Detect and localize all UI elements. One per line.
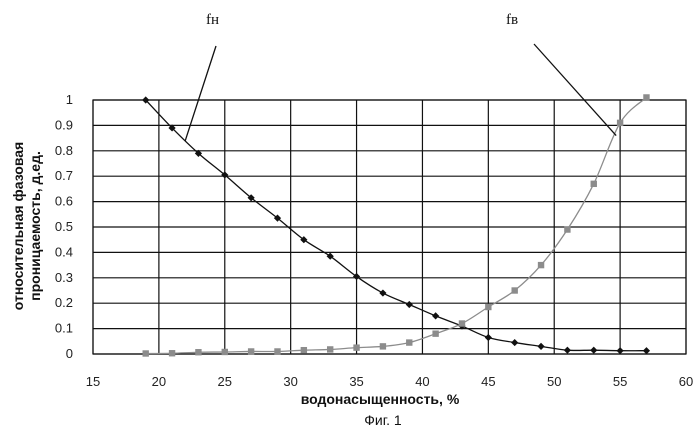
x-tick-label: 60 bbox=[679, 374, 693, 389]
y-tick-label: 0 bbox=[66, 346, 73, 361]
y-tick-label: 0.3 bbox=[55, 270, 73, 285]
data-point-square bbox=[248, 348, 254, 354]
data-point-diamond bbox=[406, 301, 413, 308]
y-axis-title-line2: проницаемость, д.ед. bbox=[27, 151, 43, 301]
data-point-diamond bbox=[485, 334, 492, 341]
data-point-square bbox=[406, 339, 412, 345]
curves bbox=[146, 97, 647, 353]
series-label-fn: fн bbox=[206, 12, 219, 28]
data-point-diamond bbox=[511, 339, 518, 346]
data-point-square bbox=[564, 226, 570, 232]
data-point-square bbox=[432, 330, 438, 336]
data-point-diamond bbox=[643, 347, 650, 354]
x-tick-label: 40 bbox=[415, 374, 429, 389]
figure-caption: Фиг. 1 bbox=[364, 412, 402, 428]
data-point-square bbox=[459, 320, 465, 326]
x-axis-title: водонасыщенность, % bbox=[301, 391, 460, 407]
series-line-1 bbox=[146, 97, 647, 353]
series-line-0 bbox=[146, 100, 647, 351]
data-point-square bbox=[353, 344, 359, 350]
y-tick-label: 0.7 bbox=[55, 168, 73, 183]
y-tick-label: 0.4 bbox=[55, 244, 73, 259]
data-point-square bbox=[511, 287, 517, 293]
y-tick-label: 0.2 bbox=[55, 295, 73, 310]
data-point-square bbox=[617, 120, 623, 126]
y-tick-label: 0.1 bbox=[55, 321, 73, 336]
series-label-fv: fв bbox=[506, 12, 518, 28]
y-tick-label: 0.9 bbox=[55, 117, 73, 132]
y-axis-title-line1: относительная фазовая bbox=[10, 142, 26, 310]
data-point-square bbox=[143, 350, 149, 356]
data-point-square bbox=[195, 349, 201, 355]
data-point-diamond bbox=[590, 347, 597, 354]
data-point-square bbox=[643, 94, 649, 100]
data-point-diamond bbox=[617, 347, 624, 354]
y-tick-label: 0.8 bbox=[55, 143, 73, 158]
x-tick-label: 15 bbox=[86, 374, 100, 389]
data-point-diamond bbox=[564, 347, 571, 354]
y-axis-title: относительная фазовая проницаемость, д.е… bbox=[10, 142, 43, 310]
data-point-square bbox=[274, 348, 280, 354]
y-tick-label: 1 bbox=[66, 92, 73, 107]
x-tick-label: 55 bbox=[613, 374, 627, 389]
x-tick-label: 20 bbox=[152, 374, 166, 389]
data-point-diamond bbox=[537, 343, 544, 350]
x-tick-label: 35 bbox=[349, 374, 363, 389]
data-point-square bbox=[301, 347, 307, 353]
x-tick-label: 25 bbox=[218, 374, 232, 389]
series-label-leader-fn bbox=[185, 46, 216, 141]
y-tick-label: 0.6 bbox=[55, 194, 73, 209]
data-point-diamond bbox=[379, 289, 386, 296]
x-tick-label: 45 bbox=[481, 374, 495, 389]
markers bbox=[142, 94, 650, 356]
data-point-square bbox=[591, 181, 597, 187]
tick-labels: 15 20 25 30 35 40 45 50 55 60 0 0.1 0.2 0.3 0.4 0.5 0.6 0… bbox=[55, 92, 693, 389]
data-point-square bbox=[222, 349, 228, 355]
data-point-square bbox=[169, 350, 175, 356]
data-point-square bbox=[327, 346, 333, 352]
x-tick-label: 50 bbox=[547, 374, 561, 389]
data-point-square bbox=[485, 304, 491, 310]
series-label-leader-fv bbox=[534, 44, 616, 136]
data-point-square bbox=[380, 343, 386, 349]
y-tick-label: 0.5 bbox=[55, 219, 73, 234]
x-tick-label: 30 bbox=[283, 374, 297, 389]
data-point-diamond bbox=[432, 312, 439, 319]
data-point-square bbox=[538, 262, 544, 268]
